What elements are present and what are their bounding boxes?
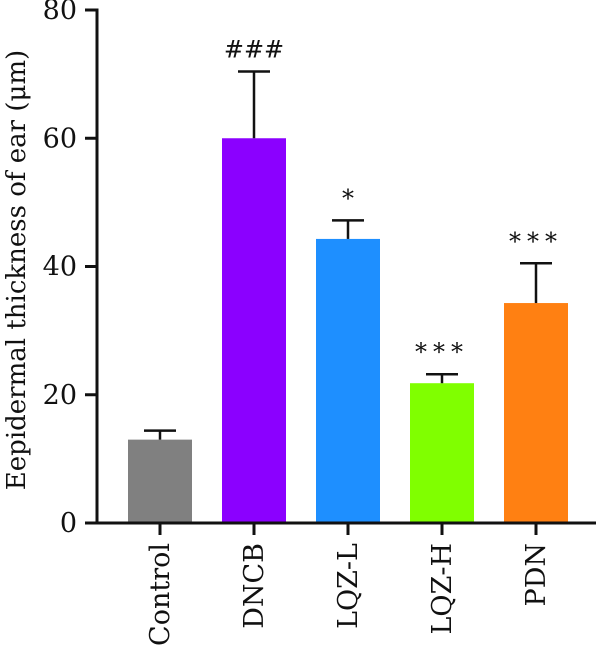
x-tick-label: DNCB [239, 543, 270, 629]
bar-lqz-h [410, 383, 474, 523]
x-tick-label: Control [145, 543, 176, 645]
y-axis-label: Eepidermal thickness of ear (μm) [2, 50, 32, 490]
y-tick-label: 80 [43, 0, 77, 26]
y-tick-label: 60 [43, 123, 77, 154]
bar-lqz-l [316, 238, 380, 523]
significance-marker: *** [509, 227, 563, 255]
error-bar [426, 372, 458, 384]
x-tick-label: PDN [521, 543, 552, 606]
significance-marker: *** [415, 338, 469, 366]
significance-marker: * [342, 184, 354, 212]
y-tick-label: 20 [43, 380, 77, 411]
error-bar [144, 429, 176, 440]
y-tick-label: 0 [60, 508, 77, 539]
y-tick-label: 40 [43, 252, 77, 283]
bar-dncb [222, 138, 286, 523]
x-tick-label: LQZ-L [333, 543, 364, 629]
x-axis: Control DNCB LQZ-L LQZ-H PDN [95, 521, 596, 645]
y-axis: 0 20 40 60 80 [43, 0, 99, 539]
significance-marker: ### [224, 36, 284, 64]
bars: ###******* [128, 36, 568, 523]
bar-control [128, 439, 192, 523]
error-bar [238, 70, 270, 139]
x-tick-label: LQZ-H [427, 543, 458, 635]
bar-pdn [504, 303, 568, 523]
error-bar [520, 262, 552, 304]
error-bar [332, 219, 364, 239]
